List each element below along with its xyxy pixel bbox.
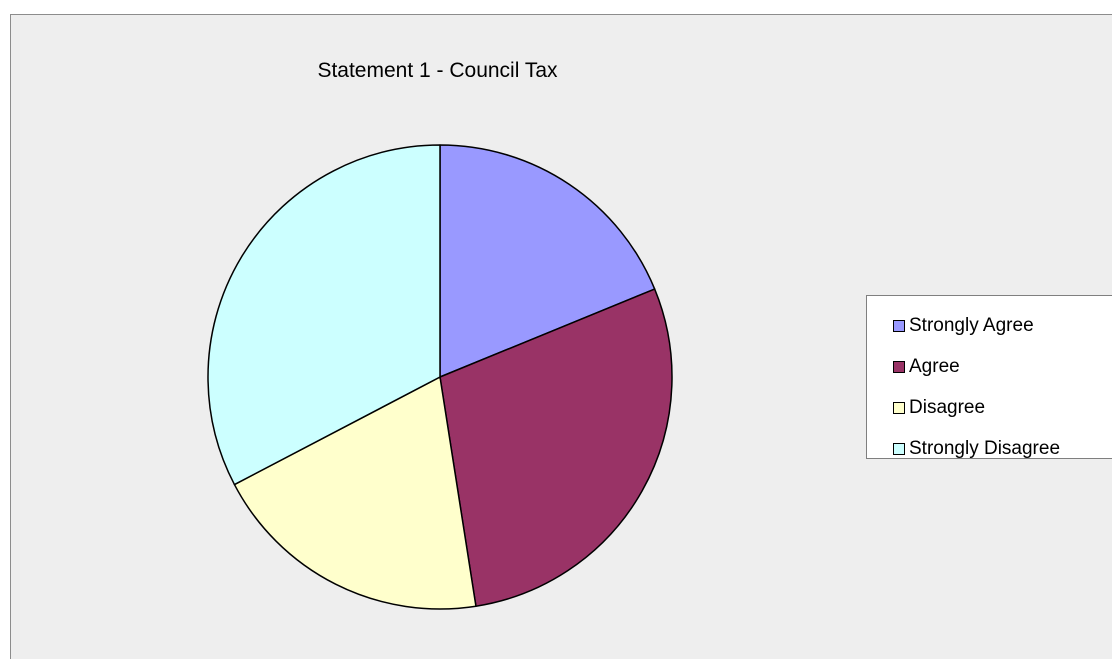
legend-swatch (893, 401, 905, 414)
legend-label: Strongly Agree (909, 314, 1034, 336)
legend-swatch (893, 442, 905, 455)
pie-chart (207, 144, 673, 610)
legend-label: Strongly Disagree (909, 437, 1061, 459)
pie-slice-strongly-agree (439, 144, 656, 378)
pie-slice-disagree (233, 376, 477, 610)
legend-label: Agree (909, 355, 960, 377)
legend: Strongly Agree Agree Disagree Strongly Disa… (866, 295, 1112, 459)
legend-item: Disagree (867, 387, 1112, 428)
legend-swatch (893, 360, 905, 373)
legend-item: Agree (867, 346, 1112, 387)
pie-slice-strongly-disagree (207, 144, 441, 486)
legend-label: Disagree (909, 396, 986, 418)
chart-area: Statement 1 - Council Tax Strongly Agree… (10, 14, 1112, 659)
legend-swatch (893, 319, 905, 332)
legend-item: Strongly Disagree (867, 428, 1112, 469)
pie-slice-agree (439, 288, 673, 607)
legend-item: Strongly Agree (867, 305, 1112, 346)
chart-title: Statement 1 - Council Tax (317, 59, 558, 82)
